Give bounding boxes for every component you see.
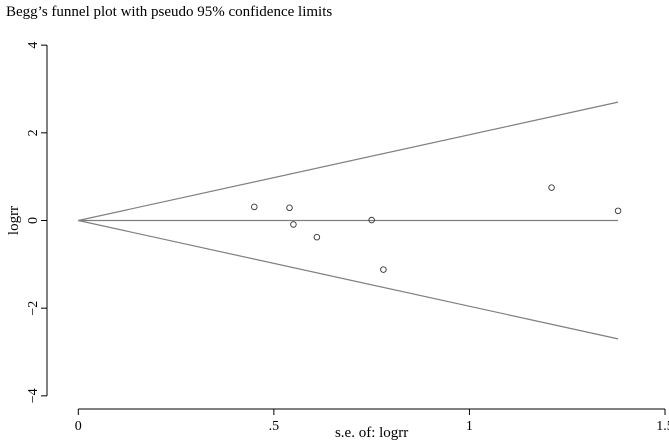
y-tick-label: 0: [26, 217, 41, 224]
axes: −4 −2 0 2 4 0 .5 1 1.5: [26, 42, 669, 434]
data-point: [286, 204, 293, 212]
x-tick-label: .5: [269, 419, 280, 434]
chart-title: Begg’s funnel plot with pseudo 95% confi…: [6, 4, 333, 20]
data-points: [251, 184, 622, 273]
funnel-lines: [78, 101, 619, 340]
lower-confidence-limit: [78, 219, 619, 340]
data-point: [290, 221, 297, 228]
x-tick-label: 1.5: [656, 419, 669, 434]
upper-confidence-limit: [78, 101, 619, 222]
y-tick-label: 2: [26, 129, 41, 136]
data-point: [548, 184, 555, 191]
x-axis-label: s.e. of: logrr: [335, 425, 408, 440]
x-tick-label: 1: [466, 419, 473, 434]
y-tick-label: −4: [26, 388, 41, 403]
data-point: [313, 233, 321, 241]
data-point: [251, 203, 258, 211]
data-point: [368, 216, 375, 224]
y-tick-label: 4: [26, 42, 41, 49]
data-point: [614, 207, 622, 215]
x-tick-label: 0: [75, 419, 82, 434]
y-tick-label: −2: [26, 301, 41, 316]
y-axis-label: logrr: [6, 206, 22, 235]
data-point: [380, 266, 387, 273]
